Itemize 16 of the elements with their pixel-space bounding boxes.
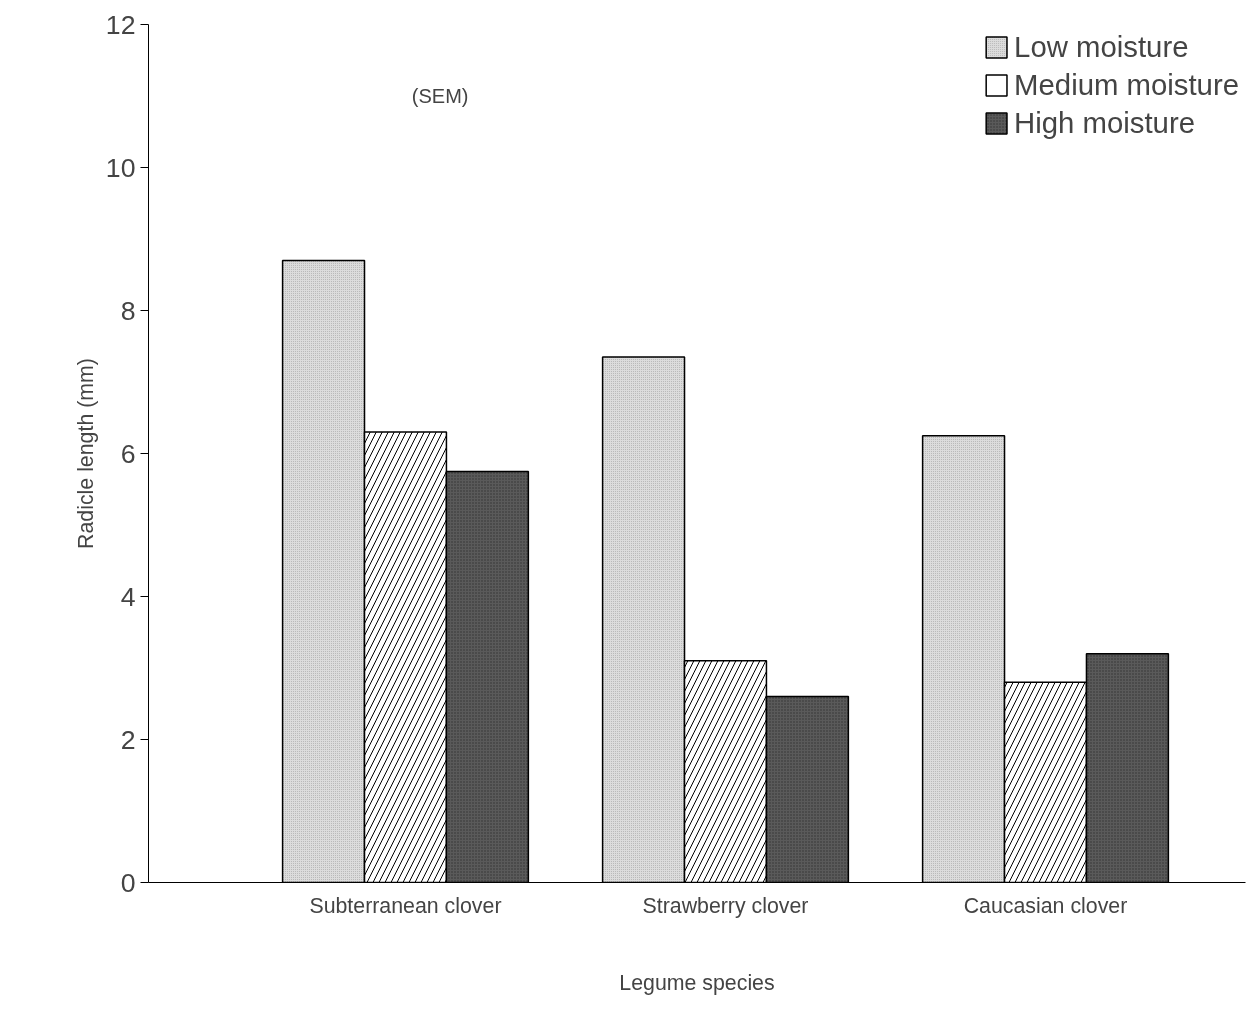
x-tick-label: Caucasian clover xyxy=(963,893,1128,918)
x-axis-title: Legume species xyxy=(619,970,775,995)
y-tick-label: 12 xyxy=(105,9,136,40)
y-axis-title: Radicle length (mm) xyxy=(73,358,98,549)
legend-label: Low moisture xyxy=(1014,30,1189,64)
annotation: (SEM) xyxy=(411,85,469,107)
y-tick-label: 2 xyxy=(120,724,136,755)
x-tick-label: Subterranean clover xyxy=(309,893,502,918)
x-tick-label: Strawberry clover xyxy=(642,893,809,918)
y-tick-label: 0 xyxy=(120,867,136,898)
y-tick-label: 6 xyxy=(120,438,136,469)
legend-label: Medium moisture xyxy=(1014,68,1239,102)
legend-label: High moisture xyxy=(1014,106,1196,140)
y-tick-label: 10 xyxy=(105,152,136,183)
y-tick-label: 8 xyxy=(120,295,136,326)
y-tick-label: 4 xyxy=(120,581,136,612)
